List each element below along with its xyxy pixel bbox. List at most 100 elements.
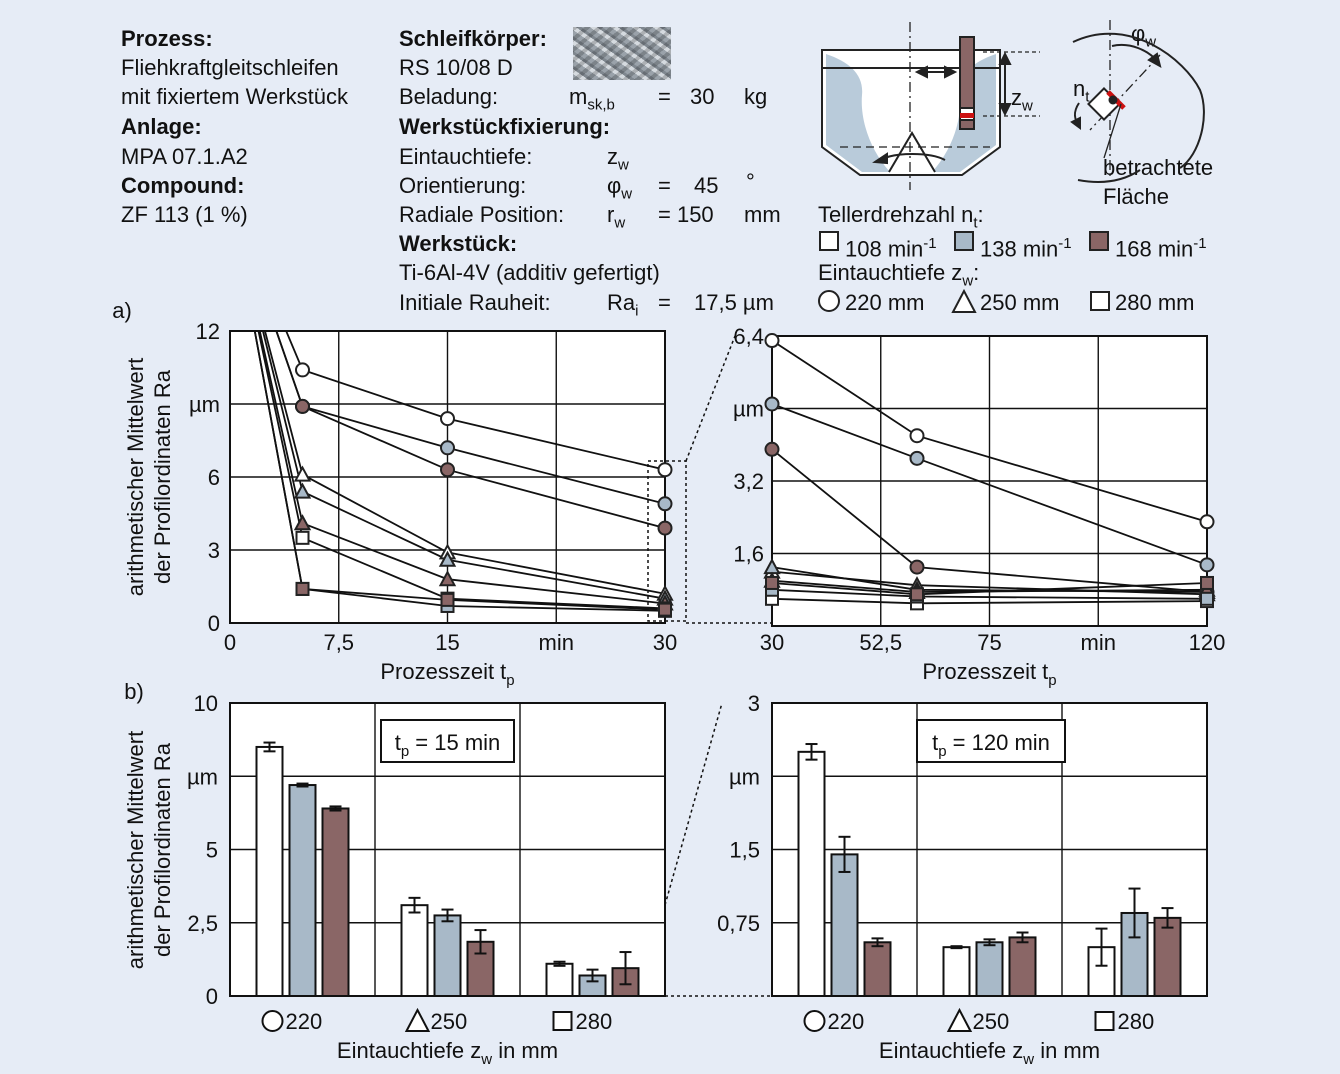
depth-symbol: zw [607,144,629,174]
category-label: 220 [828,1009,865,1034]
category-label: 220 [286,1009,323,1034]
bar [863,941,892,997]
speed-legend-138: 138 min-1 [980,235,1072,262]
orient-label: Orientierung: [399,173,527,198]
bar [288,784,317,997]
y-tick-label: 0 [206,984,218,1009]
data-point [440,462,455,478]
annotation-box [916,719,1066,763]
data-point [764,396,780,412]
data-point [1200,591,1214,606]
y-tick-label: 3 [208,538,220,563]
legend-swatch-138 [954,231,974,251]
bar [433,914,462,997]
radial-value: = 150 [658,202,714,227]
data-point [658,602,672,617]
top-center-dot [1108,95,1118,105]
schematic-nt-2: nt [1073,76,1090,106]
data-point [295,530,310,545]
data-point [295,581,310,596]
abrasive-value: RS 10/08 D [399,55,513,80]
data-point [657,496,673,512]
y-tick-label: µm [729,764,760,789]
zoom-connector-top-b [664,702,723,906]
data-point [440,592,455,607]
bar [942,946,971,998]
series-line [262,331,665,600]
legend-triangle-icon [951,288,977,313]
speed-legend-168: 168 min-1 [1115,235,1207,262]
process-line-2: mit fixiertem Werkstück [121,84,348,109]
x-tick-label: 7,5 [323,630,354,655]
load-eq: = [658,84,671,109]
plant-label: Anlage: [121,114,202,139]
y-tick-label: µm [187,764,218,789]
rough-eq: = [658,290,671,315]
line-right-frame [771,335,1208,627]
data-point [910,587,924,602]
data-point [909,559,925,575]
x-tick-label: 52,5 [859,630,902,655]
data-point [1200,575,1214,590]
bar [255,745,284,998]
depth-legend-220: 220 mm [845,290,925,315]
center-cone [888,131,936,173]
panel-label-b: b) [124,679,144,704]
series-line [275,331,665,529]
x-tick-label: 30 [760,630,784,655]
depth-label: Eintauchtiefe: [399,144,533,169]
x-tick-label: 30 [653,630,677,655]
series-line [253,331,665,611]
data-point [657,520,673,536]
load-unit: kg [744,84,768,109]
x-tick-label: 15 [435,630,459,655]
compound-label: Compound: [121,173,245,198]
legend-swatch-108 [819,231,839,251]
abrasive-label: Schleifkörper: [399,26,547,51]
load-symbol: msk,b [569,84,615,114]
legend-circle-icon [818,290,840,312]
rough-label: Initiale Rauheit: [399,290,551,315]
drum-arc [1072,32,1205,169]
data-point [438,570,457,587]
y-tick-label: 12 [196,319,220,344]
y-tick-label: 5 [206,838,218,863]
process-line-1: Fliehkraftgleitschleifen [121,55,339,80]
legend-square-icon [1090,291,1110,311]
y-tick-label: µm [189,392,220,417]
radial-symbol: rw [607,202,626,232]
radial-unit: mm [744,202,781,227]
category-label: 250 [431,1009,468,1034]
category-circle-icon [261,1010,284,1032]
depth-legend-280: 280 mm [1115,290,1195,315]
data-point [295,362,310,378]
nt2-arrowhead [1070,116,1081,130]
bar [321,807,350,997]
orient-symbol: φw [607,173,633,203]
speed-legend-title: Tellerdrehzahl nt: [818,202,984,232]
bar [797,750,826,997]
series-line [285,331,665,471]
bar [1008,936,1037,998]
depth-legend-title: Eintauchtiefe zw: [818,260,980,290]
y-tick-label: 6,4 [733,324,764,349]
bar [975,941,1004,997]
data-point [909,450,925,466]
x-axis-label: Prozesszeit tp [922,659,1056,689]
data-point [765,575,779,590]
y-axis-label-2: der Profilordinaten Ra [150,742,175,957]
data-point [657,462,673,478]
x-tick-label: 75 [977,630,1001,655]
x-tick-label: min [539,630,574,655]
y-tick-label: 1,6 [733,542,764,567]
abrasive-media-photo [573,27,671,80]
y-tick-label: 3 [748,691,760,716]
category-label: 250 [973,1009,1010,1034]
annotation-label: tp = 15 min [395,730,501,760]
data-point [293,482,312,499]
data-point [440,440,455,456]
series-line [275,331,665,505]
schematic-surface-line2: Fläche [1103,184,1170,209]
